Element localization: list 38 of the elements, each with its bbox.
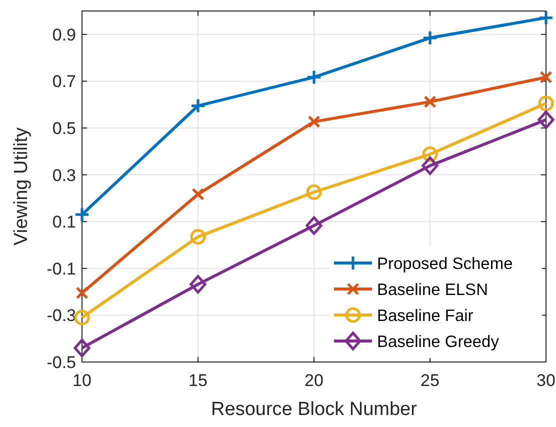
y-tick-label: -0.1 bbox=[46, 259, 76, 278]
point bbox=[74, 338, 90, 358]
point bbox=[424, 95, 436, 108]
point bbox=[538, 96, 554, 112]
point bbox=[308, 115, 320, 128]
x-tick-label: 20 bbox=[304, 371, 324, 390]
point bbox=[422, 30, 438, 46]
point bbox=[190, 275, 206, 294]
y-axis-title: Viewing Utility bbox=[11, 127, 32, 246]
point bbox=[190, 98, 206, 114]
x-tick-label: 25 bbox=[420, 371, 440, 390]
legend-label: Baseline Fair bbox=[377, 307, 474, 325]
point bbox=[192, 188, 204, 201]
x-tick-label: 30 bbox=[536, 371, 556, 390]
y-tick-label: 0.1 bbox=[52, 212, 76, 232]
x-axis-title: Resource Block Number bbox=[211, 399, 418, 420]
y-tick-label: 0.5 bbox=[52, 119, 76, 138]
point bbox=[540, 70, 552, 84]
point bbox=[74, 206, 90, 222]
y-tick-label: 0.3 bbox=[52, 166, 76, 185]
y-tick-label: 0.9 bbox=[52, 25, 76, 44]
x-tick-label: 10 bbox=[72, 371, 92, 390]
y-tick-label: 0.7 bbox=[52, 72, 76, 92]
point bbox=[538, 10, 554, 26]
legend-label: Baseline Greedy bbox=[377, 333, 500, 351]
point bbox=[190, 229, 206, 245]
y-tick-label: -0.3 bbox=[46, 306, 76, 326]
point bbox=[306, 216, 322, 235]
y-tick-label: -0.5 bbox=[46, 353, 76, 372]
legend-label: Baseline ELSN bbox=[377, 281, 488, 299]
point bbox=[306, 69, 322, 86]
x-tick-label: 15 bbox=[188, 371, 208, 390]
point bbox=[74, 310, 90, 326]
legend-label: Proposed Scheme bbox=[377, 255, 513, 273]
point bbox=[306, 184, 322, 200]
point bbox=[76, 286, 88, 300]
point bbox=[422, 156, 438, 175]
point bbox=[538, 110, 554, 130]
